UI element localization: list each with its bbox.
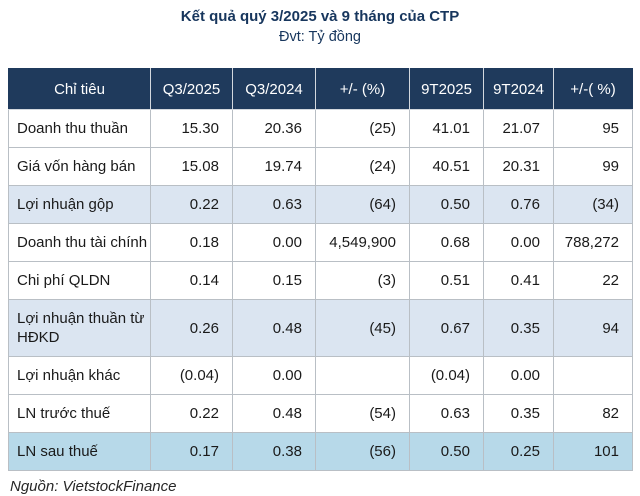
value-cell: 15.30 (150, 109, 233, 148)
value-cell (315, 356, 410, 395)
value-cell: 0.50 (409, 185, 484, 224)
value-cell: (45) (315, 299, 410, 357)
value-cell: 21.07 (483, 109, 554, 148)
table-row: Doanh thu tài chính 0.18 0.00 4,549,900 … (8, 223, 633, 262)
value-cell: 788,272 (553, 223, 633, 262)
value-cell: (0.04) (409, 356, 484, 395)
value-cell: 94 (553, 299, 633, 357)
value-cell: 0.22 (150, 394, 233, 433)
value-cell: 0.76 (483, 185, 554, 224)
financial-results-table: Chỉ tiêu Q3/2025 Q3/2024 +/- (%) 9T2025 … (8, 68, 633, 471)
value-cell: 0.17 (150, 432, 233, 471)
table-header-row: Chỉ tiêu Q3/2025 Q3/2024 +/- (%) 9T2025 … (8, 68, 633, 110)
table-row: Chi phí QLDN 0.14 0.15 (3) 0.51 0.41 22 (8, 261, 633, 300)
column-header-q3-2025: Q3/2025 (150, 68, 233, 110)
value-cell: 0.68 (409, 223, 484, 262)
value-cell: 0.35 (483, 299, 554, 357)
value-cell: 0.26 (150, 299, 233, 357)
table-row: Doanh thu thuần 15.30 20.36 (25) 41.01 2… (8, 109, 633, 148)
value-cell: 0.14 (150, 261, 233, 300)
value-cell: 0.48 (232, 394, 316, 433)
column-header-q3-2024: Q3/2024 (232, 68, 316, 110)
value-cell: 40.51 (409, 147, 484, 186)
value-cell (553, 356, 633, 395)
value-cell: (54) (315, 394, 410, 433)
row-label: Lợi nhuận thuần từ HĐKD (8, 299, 151, 357)
value-cell: (3) (315, 261, 410, 300)
value-cell: (24) (315, 147, 410, 186)
value-cell: (64) (315, 185, 410, 224)
value-cell: (0.04) (150, 356, 233, 395)
table-row: LN trước thuế 0.22 0.48 (54) 0.63 0.35 8… (8, 394, 633, 433)
table-row: LN sau thuế 0.17 0.38 (56) 0.50 0.25 101 (8, 432, 633, 471)
value-cell: 4,549,900 (315, 223, 410, 262)
value-cell: 0.15 (232, 261, 316, 300)
value-cell: (25) (315, 109, 410, 148)
value-cell: 20.36 (232, 109, 316, 148)
table-row: Giá vốn hàng bán 15.08 19.74 (24) 40.51 … (8, 147, 633, 186)
row-label: Chi phí QLDN (8, 261, 151, 300)
column-header-quarter-change-pct: +/- (%) (315, 68, 410, 110)
value-cell: 99 (553, 147, 633, 186)
row-label: LN trước thuế (8, 394, 151, 433)
row-label: Doanh thu thuần (8, 109, 151, 148)
value-cell: 101 (553, 432, 633, 471)
value-cell: 82 (553, 394, 633, 433)
value-cell: 0.00 (483, 356, 554, 395)
value-cell: (34) (553, 185, 633, 224)
value-cell: 41.01 (409, 109, 484, 148)
row-label: Lợi nhuận khác (8, 356, 151, 395)
column-header-chi-tieu: Chỉ tiêu (8, 68, 151, 110)
unit-label: Đvt: Tỷ đồng (279, 29, 361, 45)
value-cell: 0.25 (483, 432, 554, 471)
value-cell: 0.18 (150, 223, 233, 262)
column-header-ytd-change-pct: +/-( %) (553, 68, 633, 110)
value-cell: 0.67 (409, 299, 484, 357)
table-row: Lợi nhuận khác (0.04) 0.00 (0.04) 0.00 (8, 356, 633, 395)
value-cell: 0.00 (483, 223, 554, 262)
page-title: Kết quả quý 3/2025 và 9 tháng của CTP (180, 8, 460, 25)
value-cell: 0.48 (232, 299, 316, 357)
value-cell: 0.22 (150, 185, 233, 224)
value-cell: 22 (553, 261, 633, 300)
row-label: Lợi nhuận gộp (8, 185, 151, 224)
value-cell: 0.35 (483, 394, 554, 433)
value-cell: 0.00 (232, 223, 316, 262)
value-cell: 0.00 (232, 356, 316, 395)
value-cell: 15.08 (150, 147, 233, 186)
value-cell: 0.50 (409, 432, 484, 471)
row-label: LN sau thuế (8, 432, 151, 471)
value-cell: 0.51 (409, 261, 484, 300)
value-cell: 0.63 (409, 394, 484, 433)
value-cell: (56) (315, 432, 410, 471)
table-row: Lợi nhuận gộp 0.22 0.63 (64) 0.50 0.76 (… (8, 185, 633, 224)
column-header-9t2024: 9T2024 (483, 68, 554, 110)
value-cell: 95 (553, 109, 633, 148)
value-cell: 0.41 (483, 261, 554, 300)
value-cell: 0.38 (232, 432, 316, 471)
table-row: Lợi nhuận thuần từ HĐKD 0.26 0.48 (45) 0… (8, 299, 633, 357)
value-cell: 20.31 (483, 147, 554, 186)
value-cell: 19.74 (232, 147, 316, 186)
row-label: Doanh thu tài chính (8, 223, 151, 262)
value-cell: 0.63 (232, 185, 316, 224)
row-label: Giá vốn hàng bán (8, 147, 151, 186)
column-header-9t2025: 9T2025 (409, 68, 484, 110)
